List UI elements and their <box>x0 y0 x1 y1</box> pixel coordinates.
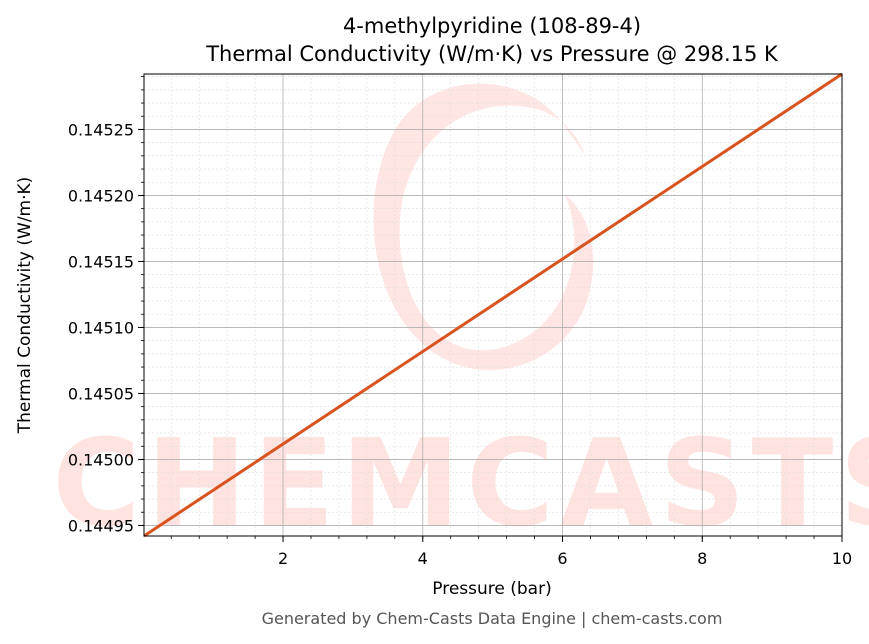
y-tick-label: 0.14520 <box>68 186 134 205</box>
axis-ticks <box>138 76 843 542</box>
watermark: CHEMCASTS <box>52 83 869 554</box>
x-axis-label: Pressure (bar) <box>432 579 551 599</box>
y-tick-label: 0.14525 <box>68 120 134 139</box>
x-tick-label: 2 <box>278 549 288 568</box>
y-tick-label: 0.14500 <box>68 450 134 469</box>
y-axis-label: Thermal Conductivity (W/m·K) <box>15 177 35 435</box>
major-grid <box>144 74 843 536</box>
footer-credit: Generated by Chem-Casts Data Engine | ch… <box>262 609 723 628</box>
y-tick-label: 0.14495 <box>68 516 134 535</box>
y-tick-label: 0.14515 <box>68 252 134 271</box>
series-layer <box>143 72 843 538</box>
chart-title-line2: Thermal Conductivity (W/m·K) vs Pressure… <box>205 42 779 66</box>
x-tick-label: 8 <box>697 549 707 568</box>
chart-title-line1: 4-methylpyridine (108-89-4) <box>343 14 641 38</box>
x-tick-label: 4 <box>418 549 428 568</box>
plot-frame <box>143 73 843 537</box>
y-tick-label: 0.14510 <box>68 318 134 337</box>
axis-tick-labels: 2 4 6 8 10 0.14495 0.14500 0.14505 0.14510 0.1451… <box>68 120 852 568</box>
x-tick-label: 10 <box>832 549 852 568</box>
x-tick-label: 6 <box>557 549 567 568</box>
series-line <box>143 72 843 538</box>
y-tick-label: 0.14505 <box>68 384 134 403</box>
watermark-text: CHEMCASTS <box>52 415 869 554</box>
